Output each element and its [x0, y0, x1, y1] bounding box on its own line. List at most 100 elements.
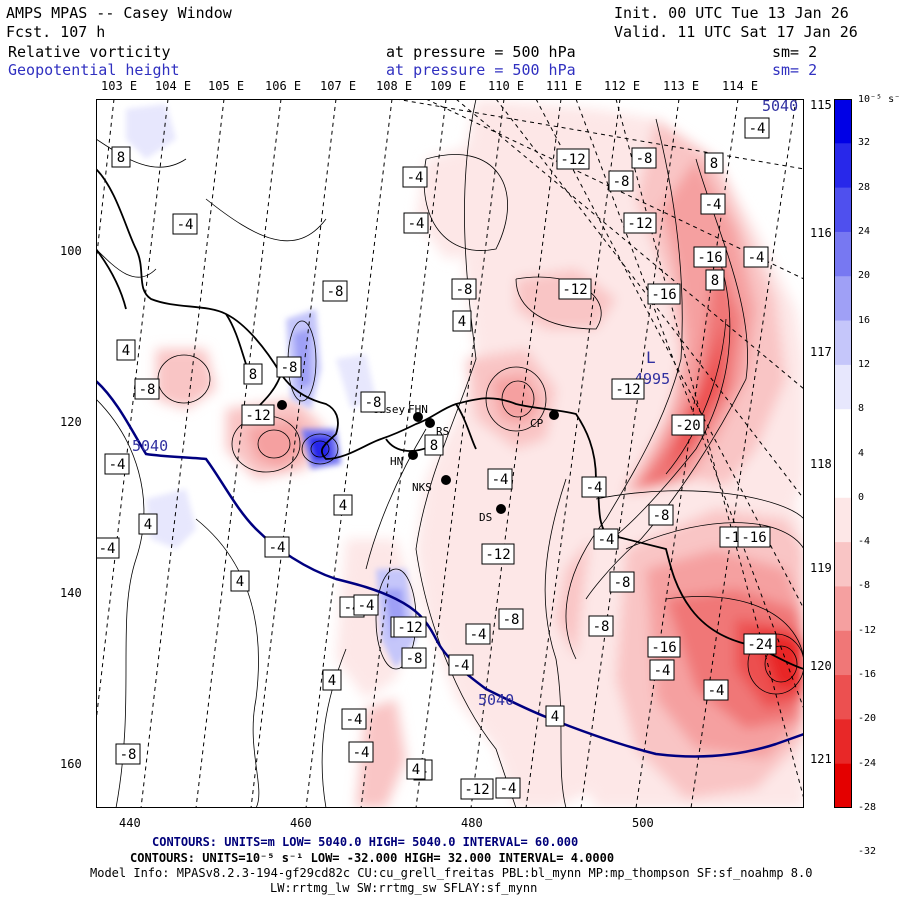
contour-label-frame — [465, 623, 491, 645]
station-dot — [549, 410, 559, 420]
contour-label-text: -8 — [327, 284, 344, 300]
contour-label-frame — [487, 468, 513, 490]
contour-label-box: -4 — [495, 777, 521, 799]
contour-label-box: -8 — [451, 278, 477, 300]
contour-label-box: -12 — [623, 212, 657, 234]
contour-label-text: -12 — [464, 782, 489, 798]
contour-label-box: 8 — [424, 434, 444, 456]
contour-label-box: 4 — [406, 758, 426, 780]
contour-label-box: -8 — [498, 608, 524, 630]
contour-label-frame — [671, 414, 705, 436]
height-label: 5040 — [478, 691, 514, 709]
contour-label-box: 8 — [111, 146, 131, 168]
model-title: AMPS MPAS -- Casey Window — [6, 4, 232, 22]
contour-label-text: -12 — [562, 282, 587, 298]
contour-label-text: -8 — [281, 360, 298, 376]
station-label: CP — [530, 417, 544, 430]
colorbar-cell — [834, 497, 852, 543]
field1-level: at pressure = 500 hPa — [386, 43, 576, 61]
contour-label-frame — [460, 778, 494, 800]
contour-label-text: -8 — [613, 174, 630, 190]
contour-label-frame — [111, 146, 131, 168]
grid-y-label: 100 — [60, 244, 82, 258]
contour-label-frame — [116, 339, 136, 361]
contour-label-text: -4 — [749, 121, 766, 137]
colorbar-tick-label: 28 — [858, 181, 871, 193]
colorbar-tick-label: 32 — [858, 137, 871, 149]
station-dot — [441, 475, 451, 485]
grid-x-label: 480 — [461, 816, 483, 830]
contour-label-text: -4 — [453, 658, 470, 674]
colorbar-cell — [834, 542, 852, 587]
contour-label-frame — [647, 283, 681, 305]
contour-label-text: 8 — [430, 438, 438, 454]
contour-label-box: -8 — [588, 615, 614, 637]
contour-label-text: -8 — [593, 619, 610, 635]
contour-label-frame — [353, 594, 379, 616]
contour-label-box: -8 — [360, 391, 386, 413]
contour-label-text: -12 — [485, 547, 510, 563]
contour-label-frame — [348, 741, 374, 763]
contour-label-box: -4 — [341, 708, 367, 730]
contour-label-text: -16 — [741, 530, 766, 546]
contour-label-frame — [172, 213, 198, 235]
contour-label-text: -4 — [470, 627, 487, 643]
colorbar-cell — [834, 99, 852, 144]
contour-label-box: -4 — [104, 453, 130, 475]
contour-label-text: -8 — [503, 612, 520, 628]
colorbar-cell — [834, 143, 852, 189]
contour-label-text: -12 — [615, 382, 640, 398]
contour-label-frame — [322, 280, 348, 302]
contour-label-text: 4 — [144, 517, 152, 533]
contour-label-frame — [588, 615, 614, 637]
model-physics-info: LW:rrtmg_lw SW:rrtmg_sw SFLAY:sf_mynn — [270, 881, 538, 895]
colorbar-unit: 10⁻⁵ s⁻¹ — [858, 94, 900, 105]
lon-label-top: 114 E — [722, 79, 759, 93]
contour-label-box: -12 — [460, 778, 494, 800]
lon-label-top: 113 E — [663, 79, 700, 93]
lon-label-top: 108 E — [376, 79, 413, 93]
contour-label-box: -16 — [647, 283, 681, 305]
contour-label-text: -20 — [675, 418, 700, 434]
model-info: Model Info: MPASv8.2.3-194-gf29cd82c CU:… — [90, 866, 813, 880]
contour-label-box: -20 — [671, 414, 705, 436]
contour-label-box: -4 — [353, 594, 379, 616]
contour-label-frame — [631, 147, 657, 169]
contour-label-box: -16 — [693, 246, 727, 268]
station-dot — [413, 412, 423, 422]
contour-label-box: -8 — [631, 147, 657, 169]
station-label: NKS — [412, 481, 432, 494]
contour-label-frame — [322, 669, 342, 691]
station-label: DS — [479, 511, 492, 524]
vorticity-contour-info: CONTOURS: UNITS=10⁻⁵ s⁻¹ LOW= -32.000 HI… — [130, 851, 615, 865]
contour-label-box: -4 — [581, 476, 607, 498]
contour-label-text: -4 — [346, 712, 363, 728]
contour-label-frame — [609, 571, 635, 593]
colorbar-tick-label: -24 — [858, 757, 877, 769]
contour-label-text: 4 — [412, 762, 420, 778]
contour-label-text: -12 — [560, 152, 585, 168]
contour-label-frame — [138, 513, 158, 535]
contour-label-frame — [341, 708, 367, 730]
contour-label-frame — [693, 246, 727, 268]
contour-label-box: 4 — [230, 570, 250, 592]
contour-label-box: -4 — [348, 741, 374, 763]
colorbar-tick-label: 4 — [858, 447, 865, 459]
colorbar-cell — [834, 630, 852, 676]
contour-label-frame — [104, 453, 130, 475]
contour-label-text: -12 — [627, 216, 652, 232]
contour-label-box: 4 — [322, 669, 342, 691]
contour-label-box: -4 — [593, 528, 619, 550]
contour-label-frame — [647, 636, 681, 658]
contour-label-text: -4 — [407, 170, 424, 186]
coastline — [96, 168, 804, 670]
contour-label-text: -12 — [397, 620, 422, 636]
contour-label-frame — [230, 570, 250, 592]
init-time: Init. 00 UTC Tue 13 Jan 26 — [614, 4, 849, 22]
contour-label-frame — [581, 476, 607, 498]
contour-label-box: -12 — [558, 278, 592, 300]
contour-label-frame — [649, 659, 675, 681]
vorticity-map: SR Casey FHN RS HN NKS DS CP 5040 5040 5… — [96, 99, 804, 808]
contour-label-box: -4 — [96, 537, 120, 559]
contour-label-box: -16 — [737, 526, 771, 548]
